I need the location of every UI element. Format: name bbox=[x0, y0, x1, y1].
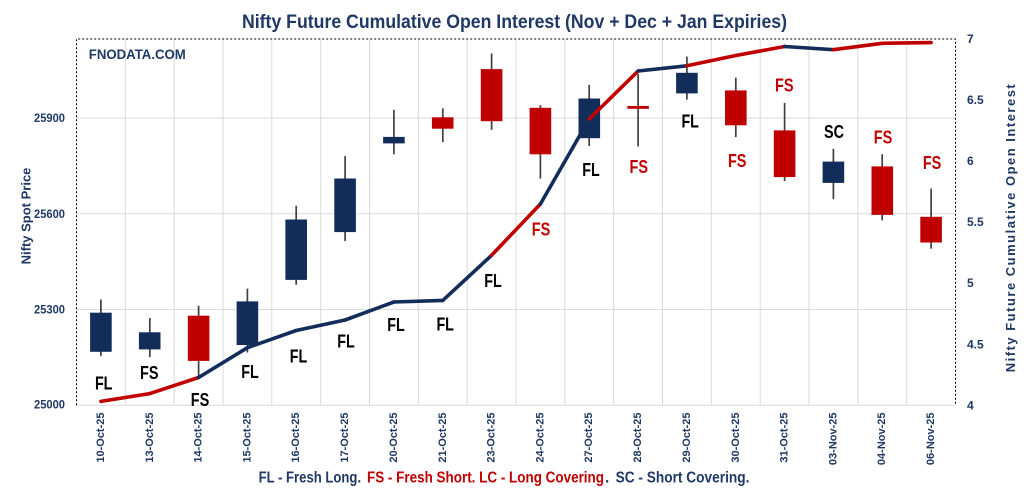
svg-text:24-Oct-25: 24-Oct-25 bbox=[534, 413, 546, 463]
svg-text:FNODATA.COM: FNODATA.COM bbox=[89, 46, 186, 62]
svg-text:FS: FS bbox=[775, 76, 794, 96]
svg-text:FS: FS bbox=[874, 128, 893, 148]
svg-text:25600: 25600 bbox=[34, 207, 65, 221]
svg-text:29-Oct-25: 29-Oct-25 bbox=[681, 413, 693, 463]
svg-text:5: 5 bbox=[967, 276, 974, 290]
svg-text:FL: FL bbox=[436, 314, 454, 334]
svg-text:6: 6 bbox=[967, 154, 974, 168]
svg-text:23-Oct-25: 23-Oct-25 bbox=[486, 413, 498, 463]
svg-text:FL: FL bbox=[290, 347, 308, 367]
svg-text:FS: FS bbox=[140, 363, 159, 383]
svg-text:13-Oct-25: 13-Oct-25 bbox=[144, 413, 156, 463]
svg-text:30-Oct-25: 30-Oct-25 bbox=[730, 413, 742, 463]
svg-text:FS: FS bbox=[532, 220, 551, 240]
svg-text:FL: FL bbox=[484, 271, 502, 291]
svg-text:28-Oct-25: 28-Oct-25 bbox=[632, 413, 644, 463]
svg-text:03-Nov-25: 03-Nov-25 bbox=[827, 413, 839, 466]
svg-text:FS: FS bbox=[191, 390, 210, 410]
svg-text:SC: SC bbox=[824, 122, 844, 142]
svg-text:25900: 25900 bbox=[34, 111, 65, 125]
svg-text:21-Oct-25: 21-Oct-25 bbox=[437, 413, 449, 463]
svg-text:FS - Fresh Short. LC - Long Co: FS - Fresh Short. LC - Long Covering bbox=[367, 470, 604, 487]
svg-text:FS: FS bbox=[630, 157, 649, 177]
svg-text:17-Oct-25: 17-Oct-25 bbox=[339, 413, 351, 463]
svg-text:Nifty Future Cumulative Open I: Nifty Future Cumulative Open Interest bbox=[1003, 83, 1018, 373]
svg-text:6.5: 6.5 bbox=[967, 93, 984, 107]
svg-text:27-Oct-25: 27-Oct-25 bbox=[583, 413, 595, 463]
svg-text:FL: FL bbox=[387, 315, 405, 335]
svg-text:5.5: 5.5 bbox=[967, 215, 984, 229]
svg-text:FL: FL bbox=[582, 160, 600, 180]
svg-text:.: . bbox=[605, 470, 609, 487]
svg-text:SC - Short Covering.: SC - Short Covering. bbox=[616, 470, 750, 487]
svg-text:FS: FS bbox=[728, 151, 747, 171]
svg-text:Nifty Spot Price: Nifty Spot Price bbox=[19, 168, 34, 265]
svg-text:16-Oct-25: 16-Oct-25 bbox=[290, 413, 302, 463]
svg-text:25300: 25300 bbox=[34, 303, 65, 317]
svg-text:04-Nov-25: 04-Nov-25 bbox=[876, 413, 888, 466]
svg-text:4: 4 bbox=[967, 398, 974, 412]
svg-text:25000: 25000 bbox=[34, 397, 65, 411]
svg-text:14-Oct-25: 14-Oct-25 bbox=[193, 413, 205, 463]
svg-text:31-Oct-25: 31-Oct-25 bbox=[779, 413, 791, 463]
svg-text:FL: FL bbox=[241, 362, 259, 382]
svg-text:10-Oct-25: 10-Oct-25 bbox=[95, 413, 107, 463]
svg-text:FL: FL bbox=[337, 332, 355, 352]
svg-text:FL - Fresh Long.: FL - Fresh Long. bbox=[259, 470, 362, 487]
svg-text:15-Oct-25: 15-Oct-25 bbox=[241, 413, 253, 463]
svg-text:FL: FL bbox=[95, 374, 113, 394]
svg-text:20-Oct-25: 20-Oct-25 bbox=[388, 413, 400, 463]
svg-text:FS: FS bbox=[923, 153, 942, 173]
svg-text:Nifty Future Cumulative Open I: Nifty Future Cumulative Open Interest (N… bbox=[242, 12, 787, 33]
svg-text:06-Nov-25: 06-Nov-25 bbox=[925, 413, 937, 466]
svg-text:4.5: 4.5 bbox=[967, 337, 984, 351]
svg-text:7: 7 bbox=[967, 32, 974, 46]
svg-text:FL: FL bbox=[681, 111, 699, 131]
